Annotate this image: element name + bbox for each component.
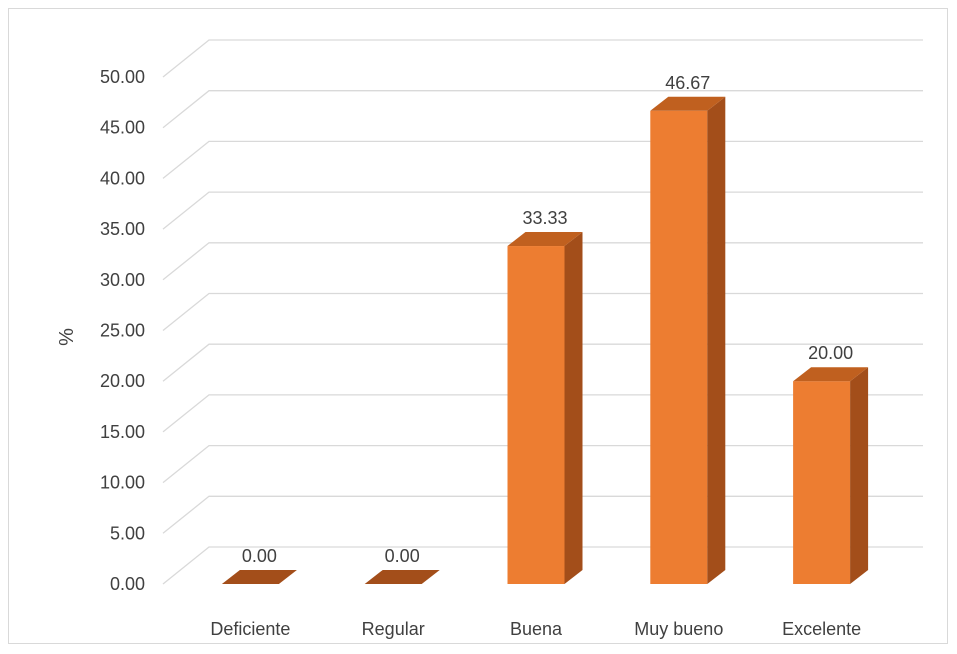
y-tick-label: 20.00 [100, 371, 145, 391]
bar-chart: 0.00 5.00 10.00 15.00 20.00 25.00 30.00 35.00 40… [56, 39, 923, 639]
y-tick-label: 35.00 [100, 219, 145, 239]
data-label: 33.33 [522, 208, 567, 228]
x-category-label: Deficiente [210, 619, 290, 639]
x-category-label: Buena [510, 619, 563, 639]
bar [221, 570, 297, 584]
x-axis-categories: Deficiente Regular Buena Muy bueno Excelente [210, 619, 861, 639]
bar [650, 96, 726, 584]
y-tick-label: 40.00 [100, 168, 145, 188]
gridline [162, 39, 923, 78]
data-labels: 0.00 0.00 33.33 46.67 20.00 [242, 73, 853, 566]
bar [793, 367, 869, 584]
y-tick-label: 25.00 [100, 321, 145, 341]
y-tick-label: 0.00 [110, 574, 145, 594]
bar [507, 232, 583, 584]
x-category-label: Muy bueno [634, 619, 723, 639]
gridlines [162, 39, 923, 585]
y-tick-label: 5.00 [110, 523, 145, 543]
data-label: 46.67 [665, 73, 710, 93]
y-tick-label: 10.00 [100, 473, 145, 493]
y-tick-label: 45.00 [100, 118, 145, 138]
data-label: 0.00 [385, 546, 420, 566]
y-tick-label: 15.00 [100, 422, 145, 442]
gridline [162, 90, 923, 129]
y-tick-label: 50.00 [100, 67, 145, 87]
bars [221, 96, 869, 584]
x-category-label: Excelente [782, 619, 861, 639]
y-axis-title: % [56, 328, 78, 346]
y-tick-label: 30.00 [100, 270, 145, 290]
gridline [162, 140, 923, 179]
data-label: 0.00 [242, 546, 277, 566]
chart-frame: 0.00 5.00 10.00 15.00 20.00 25.00 30.00 35.00 40… [8, 8, 948, 644]
bar [364, 570, 440, 584]
y-axis-ticks: 0.00 5.00 10.00 15.00 20.00 25.00 30.00 35.00 40… [100, 67, 145, 594]
data-label: 20.00 [808, 343, 853, 363]
x-category-label: Regular [362, 619, 425, 639]
